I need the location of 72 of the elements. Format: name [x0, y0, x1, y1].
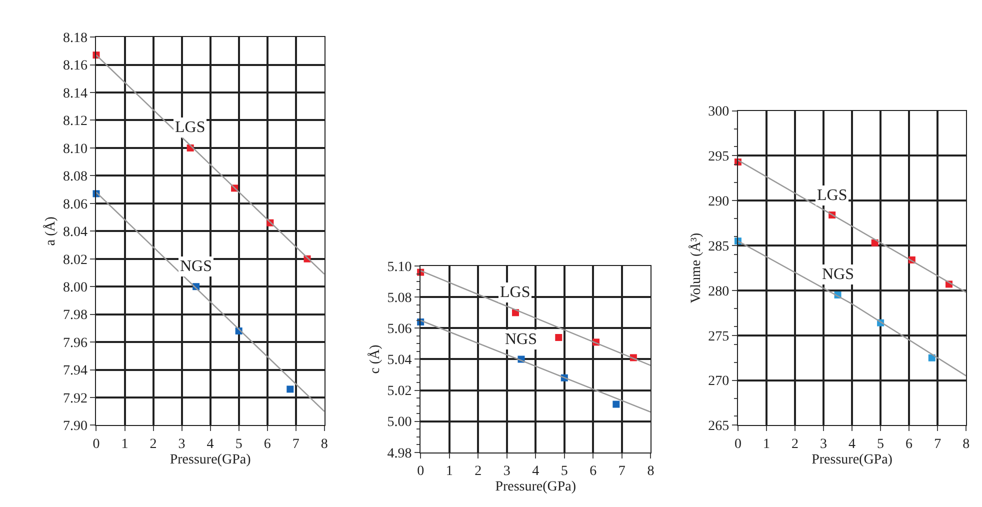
y-tick-label: 5.02 — [387, 384, 412, 400]
x-tick-label: 2 — [150, 437, 157, 452]
series-label: NGS — [822, 266, 854, 283]
y-tick-label: 8.08 — [62, 170, 88, 185]
x-axis-title: Pressure(GPa) — [812, 452, 893, 468]
series-label: LGS — [175, 119, 206, 136]
x-tick-label: 7 — [618, 464, 626, 480]
x-tick-label: 5 — [235, 437, 242, 452]
y-tick-label: 5.10 — [387, 260, 412, 275]
y-tick-label: 8.12 — [62, 114, 88, 130]
y-tick-label: 300 — [708, 104, 730, 120]
x-tick-label: 6 — [264, 437, 271, 452]
y-tick-label: 5.04 — [387, 353, 412, 368]
x-axis-title: Pressure(GPa) — [495, 479, 576, 494]
x-tick-label: 1 — [121, 437, 128, 452]
y-tick-label: 8.16 — [62, 58, 88, 74]
x-tick-label: 6 — [906, 437, 913, 452]
point — [612, 400, 620, 408]
y-tick-label: 7.92 — [62, 391, 88, 406]
y-tick-label: 290 — [708, 194, 730, 210]
y-tick-label: 285 — [708, 239, 730, 254]
y-tick-label: 275 — [708, 329, 730, 344]
y-tick-label: 8.10 — [62, 142, 88, 157]
y-tick-label: 8.02 — [62, 252, 88, 268]
x-tick-label: 0 — [734, 437, 742, 452]
y-tick-label: 7.94 — [62, 364, 88, 379]
y-tick-label: 8.00 — [62, 280, 88, 296]
y-tick-label: 295 — [708, 150, 730, 165]
x-tick-label: 7 — [292, 437, 300, 452]
point — [286, 386, 294, 393]
x-tick-label: 5 — [560, 464, 568, 480]
x-tick-label: 1 — [446, 464, 453, 480]
y-tick-label: 265 — [708, 419, 730, 434]
x-tick-label: 4 — [532, 464, 540, 480]
y-tick-label: 5.08 — [387, 291, 412, 306]
x-tick-label: 8 — [320, 437, 328, 452]
x-tick-label: 3 — [503, 464, 510, 480]
x-tick-label: 0 — [417, 464, 424, 480]
x-tick-label: 3 — [820, 437, 828, 452]
y-tick-label: 8.14 — [62, 86, 88, 102]
y-tick-label: 270 — [708, 374, 730, 390]
x-tick-label: 8 — [647, 464, 654, 480]
x-tick-label: 3 — [178, 437, 186, 452]
x-tick-label: 6 — [590, 464, 597, 480]
x-tick-label: 2 — [474, 464, 482, 480]
y-tick-label: 7.98 — [62, 308, 88, 324]
y-tick-label: 5.06 — [387, 322, 412, 338]
y-tick-label: 280 — [708, 284, 730, 300]
y-tick-label: 8.06 — [62, 197, 88, 212]
point — [555, 334, 562, 341]
x-tick-label: 4 — [206, 437, 214, 452]
series-label: LGS — [817, 187, 848, 204]
y-tick-label: 5.00 — [387, 415, 412, 430]
x-tick-label: 5 — [877, 437, 884, 452]
series-label: NGS — [505, 331, 538, 348]
y-axis-title: c (Å) — [366, 344, 383, 374]
y-tick-label: 8.18 — [62, 30, 88, 46]
y-axis-title: a (Å) — [42, 216, 59, 246]
y-axis-title: Volume (Å³) — [688, 232, 704, 304]
x-tick-label: 0 — [92, 437, 100, 452]
y-tick-label: 7.90 — [62, 419, 88, 434]
series-label: LGS — [500, 284, 530, 301]
x-tick-label: 8 — [962, 437, 970, 452]
x-tick-label: 1 — [762, 437, 770, 452]
x-tick-label: 2 — [792, 437, 798, 452]
y-tick-label: 4.98 — [387, 446, 412, 462]
x-tick-label: 4 — [848, 437, 856, 452]
y-tick-label: 7.96 — [62, 336, 88, 351]
series-label: NGS — [180, 258, 212, 275]
x-axis-title: Pressure(GPa) — [170, 452, 252, 468]
y-tick-label: 8.04 — [62, 225, 88, 240]
x-tick-label: 7 — [934, 437, 942, 452]
